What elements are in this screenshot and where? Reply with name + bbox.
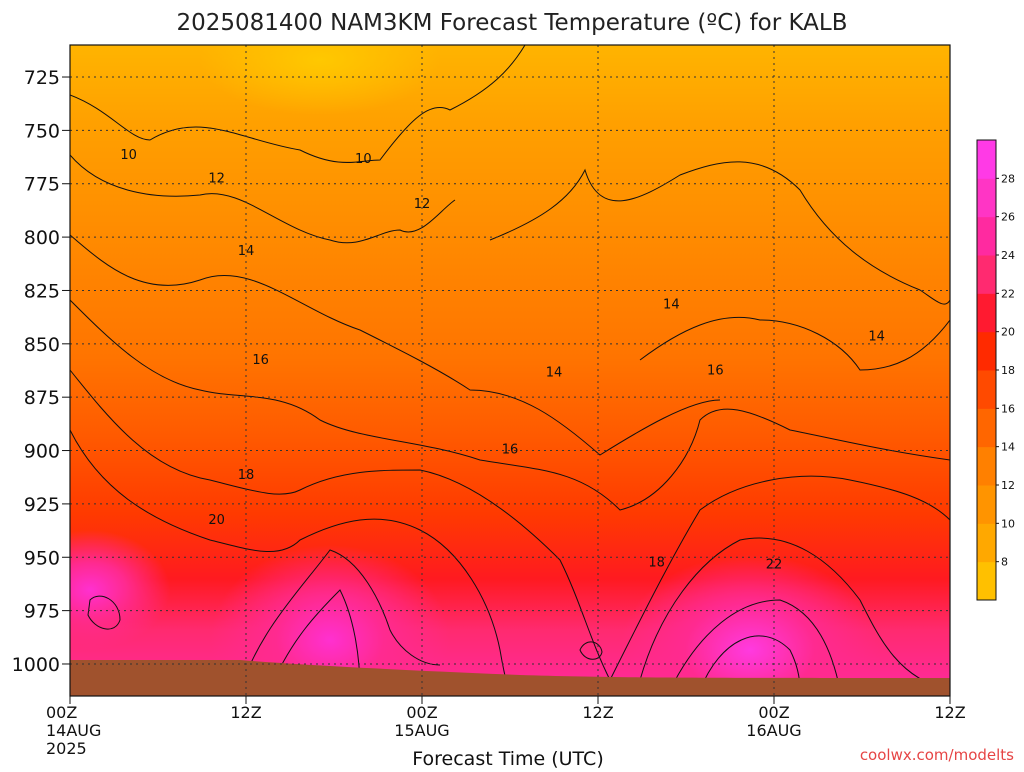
contour-labels: 10 10 12 12 14 14 14 14 16 16 16 18 18 20 22 (120, 148, 885, 573)
contour-12 (70, 154, 456, 244)
colorbar-swatch (977, 216, 996, 256)
colorbar-label: 26 (1001, 211, 1015, 224)
colorbar-swatch (977, 523, 996, 563)
warm-core-day1 (210, 545, 450, 696)
plot-frame (69, 44, 951, 697)
contour-blob (579, 641, 603, 660)
contour-label: 14 (663, 297, 680, 312)
x-tick-label: 2025 (46, 739, 87, 758)
x-tick-label: 00Z (46, 703, 77, 722)
contour-label: 14 (868, 329, 885, 344)
colorbar-swatch (977, 331, 996, 371)
x-tick-label: 14AUG (46, 721, 101, 740)
x-tick-label: 15AUG (394, 721, 449, 740)
x-tick-label: 12Z (582, 703, 613, 722)
x-tick-label: 16AUG (746, 721, 801, 740)
y-tick-label: 900 (24, 441, 60, 463)
colorbar-label: 8 (1001, 556, 1008, 569)
x-tick-label: 00Z (406, 703, 437, 722)
contour-24b (669, 599, 841, 691)
colorbar-label: 28 (1001, 172, 1015, 185)
y-tick-label: 825 (24, 280, 60, 302)
contour-20 (70, 429, 511, 696)
y-tick-label: 725 (24, 67, 60, 89)
colorbar: 8 10 12 14 16 18 20 22 24 26 28 (976, 139, 1015, 601)
colorbar-swatch (977, 255, 996, 294)
y-tick-label: 1000 (12, 654, 60, 676)
colorbar-swatch (977, 293, 996, 333)
plot-area (70, 45, 950, 696)
x-tick-label: 12Z (934, 703, 965, 722)
colorbar-label: 18 (1001, 364, 1015, 377)
cool-pocket (200, 45, 440, 115)
contour-12b (489, 161, 950, 305)
contour-label: 16 (252, 353, 269, 368)
contour-label: 10 (120, 148, 137, 163)
terrain-surface (70, 660, 950, 696)
colorbar-swatch (977, 140, 996, 179)
contour-label: 14 (546, 366, 563, 381)
contour-22a (239, 549, 441, 691)
colorbar-label: 24 (1001, 249, 1015, 262)
contour-14b (639, 316, 950, 371)
y-tick-label: 975 (24, 601, 60, 623)
contour-label: 16 (502, 442, 519, 457)
y-tick-label: 800 (24, 227, 60, 249)
warm-core-day2 (620, 555, 880, 696)
colorbar-label: 20 (1001, 326, 1015, 339)
warm-core-start (70, 530, 170, 650)
contour-18 (70, 369, 950, 682)
contour-14a (70, 234, 721, 456)
y-axis: 725 750 775 800 825 850 875 900 925 950 975 1000 (12, 67, 70, 676)
chart-title: 2025081400 NAM3KM Forecast Temperature (… (176, 10, 847, 36)
colorbar-label: 10 (1001, 517, 1015, 530)
colorbar-swatch (977, 408, 996, 448)
colorbar-label: 22 (1001, 287, 1015, 300)
y-tick-label: 750 (24, 120, 60, 142)
contour-label: 16 (707, 363, 724, 378)
colorbar-label: 16 (1001, 402, 1015, 415)
contour-lines (70, 45, 950, 696)
y-tick-label: 850 (24, 334, 60, 356)
colorbar-swatch (977, 178, 996, 218)
colorbar-swatch (977, 561, 996, 601)
contour-label: 18 (238, 468, 255, 483)
contour-24a (269, 589, 361, 691)
x-tick-label: 00Z (758, 703, 789, 722)
contour-warm-start (87, 595, 121, 630)
colorbar-swatch (977, 370, 996, 409)
colorbar-label: 12 (1001, 479, 1015, 492)
contour-label: 12 (414, 197, 431, 212)
contour-10 (70, 45, 526, 163)
colorbar-swatch (977, 485, 996, 524)
contour-label: 14 (238, 244, 255, 259)
credit-link[interactable]: coolwx.com/modelts (860, 746, 1014, 764)
colorbar-swatch (977, 446, 996, 486)
contour-22b (639, 537, 950, 691)
y-tick-label: 950 (24, 547, 60, 569)
x-axis-label: Forecast Time (UTC) (412, 748, 603, 768)
y-tick-label: 925 (24, 494, 60, 516)
contour-label: 22 (766, 558, 783, 573)
colorbar-label: 14 (1001, 441, 1015, 454)
y-tick-label: 875 (24, 387, 60, 409)
contour-label: 10 (355, 152, 372, 167)
contour-16 (70, 299, 950, 511)
contour-label: 12 (208, 171, 225, 186)
contour-label: 18 (648, 556, 665, 571)
contour-label: 20 (208, 513, 225, 528)
y-tick-label: 775 (24, 174, 60, 196)
x-tick-label: 12Z (230, 703, 261, 722)
grid-lines (70, 45, 950, 696)
